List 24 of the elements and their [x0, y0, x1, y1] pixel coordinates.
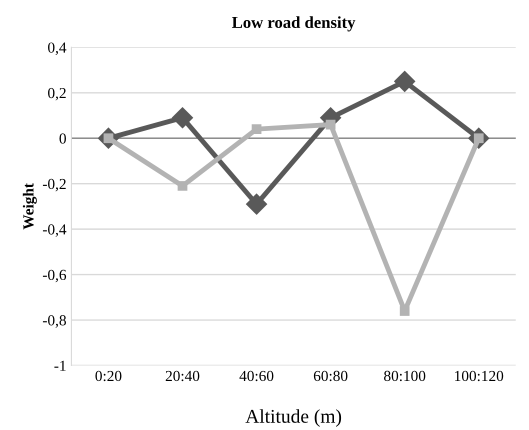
y-tick-label: -0,8	[42, 315, 66, 328]
x-tick-label: 40:60	[239, 370, 274, 382]
point	[246, 194, 268, 215]
y-tick-label: -0,6	[42, 270, 66, 282]
y-tick-label: 0	[59, 133, 66, 144]
point	[394, 70, 416, 92]
y-tick-label: -0,2	[42, 178, 66, 192]
point	[178, 181, 188, 191]
x-tick-label: 0:20	[95, 370, 122, 382]
point	[326, 120, 336, 130]
x-tick-label: 60:80	[314, 370, 348, 382]
chart-title: Low road density	[232, 16, 356, 32]
point	[400, 306, 410, 316]
x-axis-title: Altitude (m)	[245, 409, 342, 427]
y-tick-label: -1	[54, 360, 66, 371]
point	[172, 107, 194, 128]
point	[252, 124, 262, 134]
y-tick-label: 0,2	[48, 88, 66, 100]
x-tick-label: 100:120	[455, 370, 504, 382]
y-axis-title: Weight	[22, 183, 37, 230]
y-tick-label: 0,4	[48, 42, 66, 55]
x-tick-label: 80:100	[384, 370, 426, 382]
x-tick-label: 20:40	[166, 370, 200, 382]
y-tick-label: -0,4	[42, 224, 66, 237]
